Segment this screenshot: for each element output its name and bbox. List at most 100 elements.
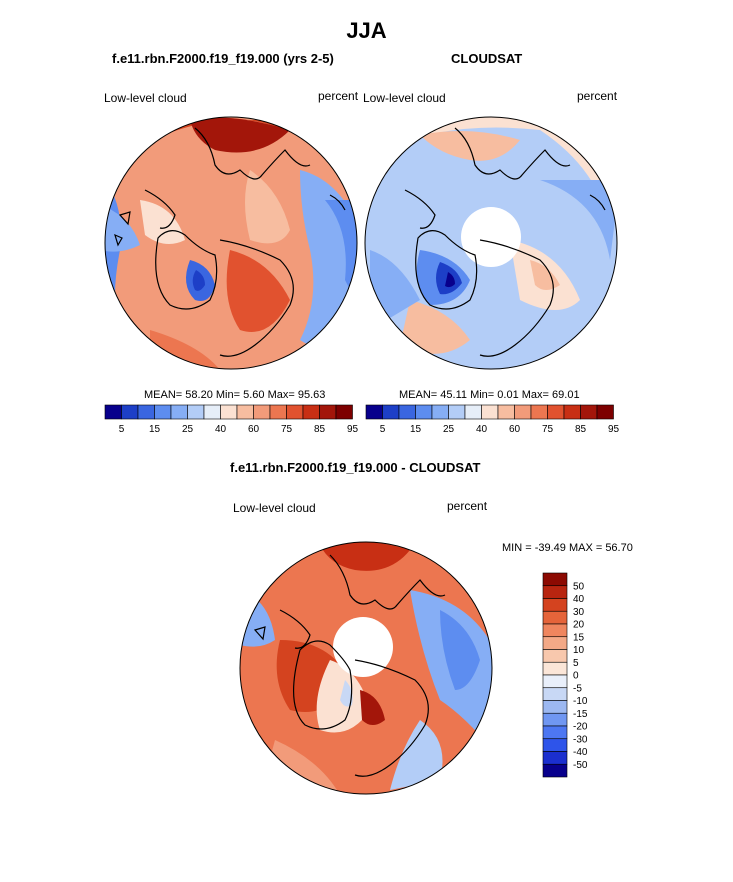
- panel1-coastlines: [114, 127, 346, 357]
- panel1-colorbar-tick-label: 5: [119, 424, 125, 435]
- panel3-field: [240, 542, 492, 794]
- panel2-colorbar-box: [596, 404, 614, 420]
- panel2-colorbar-box: [365, 404, 383, 420]
- panel1-colorbar-tick-label: 95: [347, 424, 359, 435]
- panel3-colorbar-tick-label: 30: [573, 607, 585, 618]
- panel1-field: [105, 117, 357, 369]
- panel1-colorbar-box: [319, 404, 337, 420]
- panel3-colorbar-box: [542, 636, 568, 650]
- panel2-colorbar-box: [382, 404, 400, 420]
- panel3-colorbar-tick-label: 50: [573, 581, 585, 592]
- panel1-colorbar-box: [170, 404, 188, 420]
- panel3-colorbar-box: [542, 649, 568, 663]
- panel1-colorbar: 5 15 25 40 60 75 85 95: [104, 404, 359, 435]
- panel1-colorbar-box: [302, 404, 320, 420]
- panel3-colorbar-box: [542, 585, 568, 599]
- panel1-colorbar-tick-label: 85: [314, 424, 326, 435]
- panel3-frame: [239, 541, 493, 795]
- panel2-coastlines: [404, 127, 606, 357]
- panel2-colorbar-box: [398, 404, 416, 420]
- panel2-colorbar: 5 15 25 40 60 75 85 95: [365, 404, 620, 435]
- panel3-colorbar-tick-label: -40: [573, 747, 588, 758]
- panel3-colorbar-tick-label: -15: [573, 709, 588, 720]
- panel3-colorbar-tick-label: 5: [573, 658, 579, 669]
- panel3-colorbar-tick-label: 10: [573, 645, 585, 656]
- panel3-colorbar-tick-label: -20: [573, 722, 588, 733]
- panel3-colorbar-tick-label: -10: [573, 696, 588, 707]
- panel2-colorbar-box: [415, 404, 433, 420]
- panel2-colorbar-box: [497, 404, 515, 420]
- panel3-colorbar-box: [542, 598, 568, 612]
- panel2-min-label: Min=: [470, 389, 495, 401]
- panel2-colorbar-box: [547, 404, 565, 420]
- panel1-mean-label: MEAN=: [144, 389, 183, 401]
- panel2-units-label: percent: [577, 89, 618, 103]
- panel3-colorbar-tick-label: 15: [573, 632, 585, 643]
- panel1-stats: MEAN= 58.20 Min= 5.60 Max= 95.63: [144, 389, 325, 401]
- panel3-colorbar-tick-label: -5: [573, 683, 582, 694]
- panel1-colorbar-box: [187, 404, 205, 420]
- panel3-minmax: MIN = -39.49 MAX = 56.70: [502, 542, 633, 554]
- panel1-colorbar-box: [236, 404, 254, 420]
- panel1-colorbar-tick-label: 60: [248, 424, 260, 435]
- main-title: JJA: [346, 18, 387, 43]
- panel1-colorbar-box: [203, 404, 221, 420]
- panel1-max-label: Max=: [267, 389, 295, 401]
- panel3-colorbar-tick-label: -50: [573, 760, 588, 771]
- panel2-colorbar-box: [481, 404, 499, 420]
- panel3-colorbar-box: [542, 700, 568, 714]
- panel3-colorbar-box: [542, 687, 568, 701]
- panel2-frame: [364, 116, 618, 370]
- panel2-colorbar-tick-label: 85: [575, 424, 587, 435]
- panel2-mean-label: MEAN=: [399, 389, 438, 401]
- panel3-colorbar-box: [542, 610, 568, 625]
- panel1-colorbar-box: [253, 404, 271, 420]
- panel2-colorbar-box: [530, 404, 548, 420]
- panel1-frame: [104, 116, 358, 370]
- panel3-coastlines: [253, 554, 446, 777]
- panel1-max: 95.63: [297, 389, 326, 401]
- panel1-min-label: Min=: [215, 389, 241, 401]
- panel2-max: 69.01: [552, 389, 580, 401]
- panel2-mean: 45.11: [440, 389, 467, 401]
- panel1-subtitle: f.e11.rbn.F2000.f19_f19.000 (yrs 2-5): [112, 51, 334, 66]
- panel3-colorbar-box: [542, 572, 568, 587]
- panel1-colorbar-tick-label: 40: [215, 424, 227, 435]
- panel1-mean: 58.20: [185, 389, 213, 401]
- panel3-units-label: percent: [447, 499, 488, 513]
- panel2-colorbar-tick-label: 60: [509, 424, 521, 435]
- panel1-colorbar-tick-label: 15: [149, 424, 161, 435]
- panel3-colorbar-box: [542, 661, 568, 676]
- panel1-units-label: percent: [318, 89, 359, 103]
- panel2-colorbar-tick-label: 25: [443, 424, 455, 435]
- panel2-colorbar-box: [514, 404, 532, 420]
- panel2-subtitle: CLOUDSAT: [451, 51, 523, 66]
- panel2-stats: MEAN= 45.11 Min= 0.01 Max= 69.01: [399, 389, 580, 401]
- panel3-colorbar-box: [542, 712, 568, 727]
- panel1-min: 5.60: [243, 389, 265, 401]
- panel2-colorbar-tick-label: 95: [608, 424, 620, 435]
- panel2-colorbar-box: [580, 404, 598, 420]
- panel2-field: [365, 117, 617, 369]
- panel3-variable-label: Low-level cloud: [233, 501, 316, 515]
- panel3-colorbar-box: [542, 763, 568, 778]
- panel3-colorbar-tick-label: -30: [573, 734, 588, 745]
- panel1-variable-label: Low-level cloud: [104, 91, 187, 105]
- panel3-subtitle: f.e11.rbn.F2000.f19_f19.000 - CLOUDSAT: [230, 460, 481, 475]
- panel2-colorbar-tick-label: 5: [380, 424, 386, 435]
- panel3-colorbar-box: [542, 674, 568, 689]
- panel2-colorbar-tick-label: 75: [542, 424, 554, 435]
- panel3-colorbar-tick-label: 0: [573, 671, 579, 682]
- panel1-colorbar-box: [137, 404, 155, 420]
- panel2-colorbar-box: [431, 404, 449, 420]
- panel3-colorbar-box: [542, 623, 568, 638]
- panel1-colorbar-box: [121, 404, 139, 420]
- panel1-colorbar-box: [104, 404, 122, 420]
- panel2-colorbar-box: [464, 404, 482, 420]
- panel2-variable-label: Low-level cloud: [363, 91, 446, 105]
- panel1-colorbar-box: [269, 404, 287, 420]
- panel3-colorbar-box: [542, 725, 568, 740]
- panel3-colorbar-box: [542, 751, 568, 765]
